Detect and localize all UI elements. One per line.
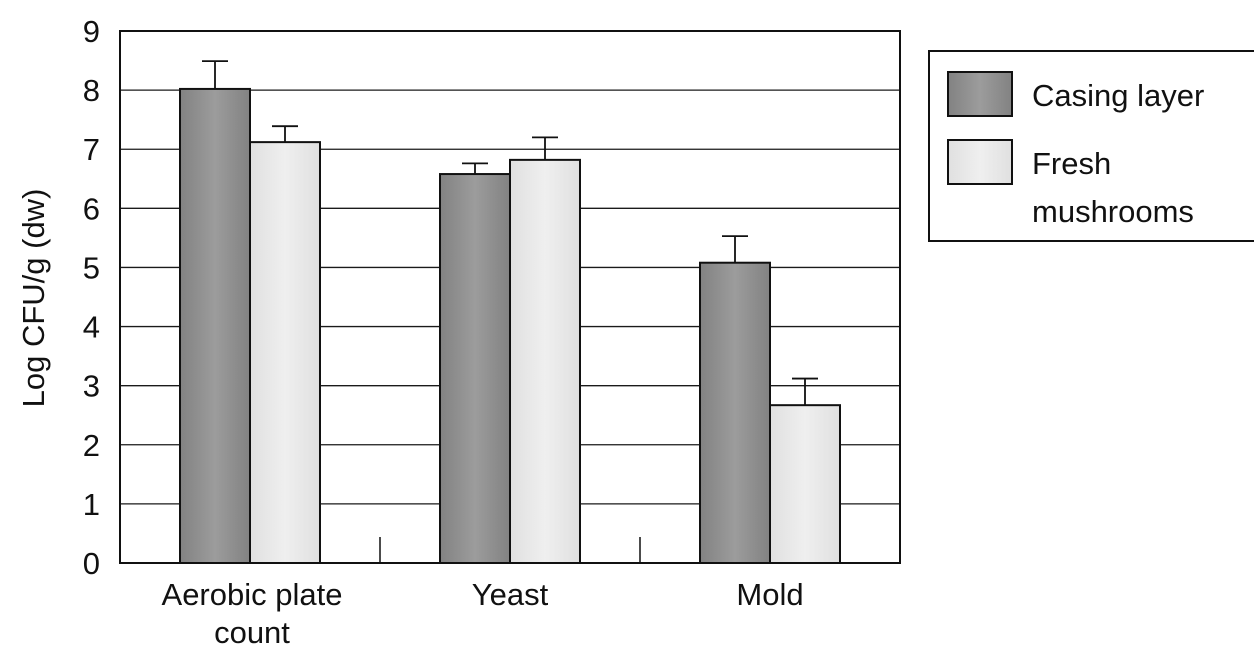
- y-tick-label: 7: [83, 132, 100, 167]
- x-category-label: count: [214, 615, 290, 650]
- y-tick-label: 4: [83, 310, 100, 345]
- y-axis-label: Log CFU/g (dw): [16, 189, 51, 408]
- error-bars: [202, 60, 818, 406]
- bar-fresh-mushrooms: [249, 141, 321, 565]
- y-tick-label: 0: [83, 546, 100, 581]
- y-tick-label: 5: [83, 250, 100, 285]
- legend-label: Casing layer: [1032, 78, 1204, 113]
- y-tick-label: 8: [83, 73, 100, 108]
- y-tick-label: 1: [83, 487, 100, 522]
- bar-fresh-mushrooms: [509, 158, 581, 565]
- y-tick-label: 2: [83, 428, 100, 463]
- bar-casing-layer: [439, 173, 511, 564]
- bar-fresh-mushrooms: [769, 404, 841, 564]
- legend-label: Fresh: [1032, 146, 1111, 181]
- legend: Casing layer Fresh mushrooms: [928, 50, 1254, 242]
- legend-label: mushrooms: [1032, 194, 1194, 229]
- x-category-label: Yeast: [472, 577, 549, 612]
- x-category-label: Mold: [736, 577, 803, 612]
- bar-casing-layer: [699, 261, 771, 564]
- bar-casing-layer: [179, 87, 251, 564]
- y-tick-label: 9: [83, 14, 100, 49]
- y-tick-label: 3: [83, 369, 100, 404]
- x-category-label: Aerobic plate: [162, 577, 343, 612]
- bars: [179, 87, 841, 565]
- y-tick-label: 6: [83, 191, 100, 226]
- legend-swatch-casing-layer: [947, 71, 1013, 117]
- axes: [119, 30, 901, 564]
- legend-swatch-fresh-mushrooms: [947, 139, 1013, 185]
- plot-frame: [119, 30, 901, 564]
- y-tick-labels: 0 1 2 3 4 5 6 7 8 9: [83, 14, 100, 581]
